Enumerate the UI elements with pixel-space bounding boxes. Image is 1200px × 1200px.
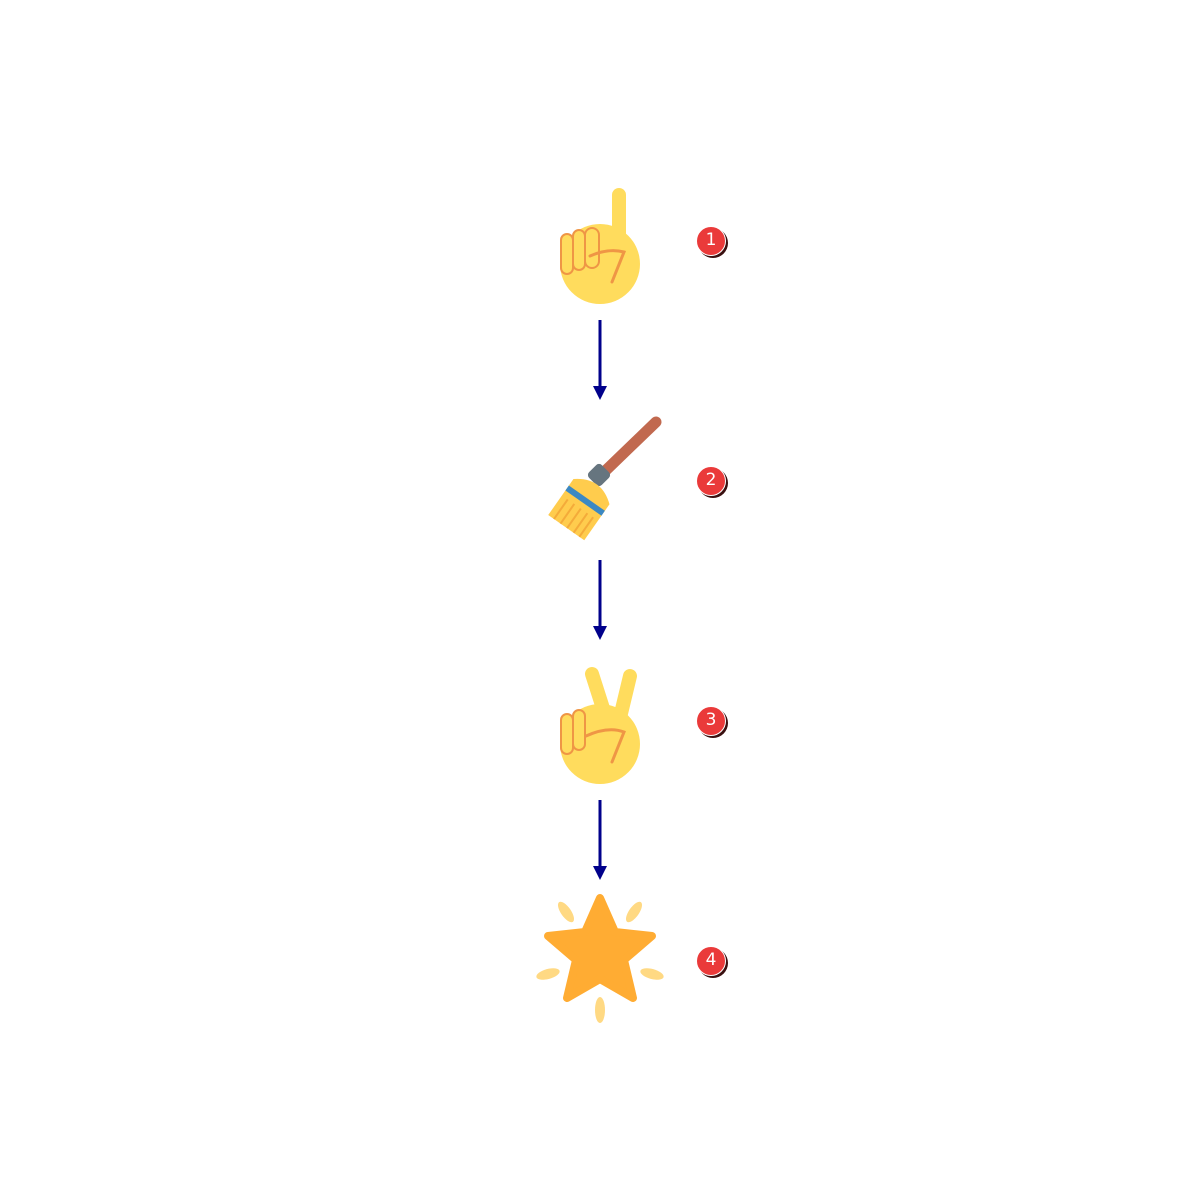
step-number-badge: 3 [696, 706, 726, 736]
flow-arrow [590, 558, 610, 642]
step-4: 4 [520, 880, 740, 1040]
index-pointing-up-icon [520, 160, 680, 320]
step-number-badge: 2 [696, 466, 726, 496]
step-1: 1 [520, 160, 740, 320]
glowing-star-icon [520, 880, 680, 1040]
step-3: 3 [520, 640, 740, 800]
flow-arrow [590, 798, 610, 882]
flow-arrow [590, 318, 610, 402]
step-2: 2 [520, 400, 740, 560]
victory-hand-icon [520, 640, 680, 800]
step-number-badge: 4 [696, 946, 726, 976]
step-number-badge: 1 [696, 226, 726, 256]
broom-icon [520, 400, 680, 560]
